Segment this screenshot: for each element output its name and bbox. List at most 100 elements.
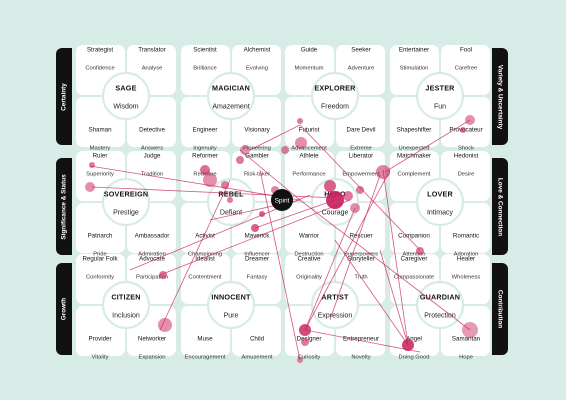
sub-archetype-trait: Compassionate (393, 275, 435, 281)
sub-archetype-trait: Analyse (141, 66, 163, 72)
sub-archetype-role: Detective (139, 126, 165, 134)
sub-archetype-trait: Novelty (351, 355, 371, 361)
sub-archetype-trait: Complement (397, 172, 431, 178)
sub-archetype-role: Scientist (193, 46, 217, 54)
sub-archetype-trait: Redefine (193, 172, 217, 178)
category-tab-variety-uncertainty: Variety & Uncertainty (492, 48, 508, 145)
sub-archetype-trait: Empowerment (342, 172, 380, 178)
archetype-quality: Inclusion (112, 313, 140, 320)
sub-archetype-trait: Carefree (454, 66, 478, 72)
sub-archetype-role: Guide (300, 46, 318, 54)
sub-archetype-role: Reformer (192, 152, 218, 160)
sub-archetype-trait: Hope (459, 355, 473, 361)
sub-archetype-role: Seeker (351, 46, 371, 54)
sub-archetype-role: Romantic (452, 232, 480, 240)
sub-archetype-role: Gambler (245, 152, 269, 160)
sub-archetype-trait: Adventure (347, 66, 375, 72)
archetype-name: ARTIST (321, 292, 349, 302)
archetype-name: JESTER (425, 83, 455, 93)
sub-archetype-role: Regular Folk (82, 255, 118, 263)
sub-archetype-role: Storyteller (347, 255, 375, 263)
archetype-quality: Pure (223, 313, 239, 320)
sub-archetype-role: Matchmaker (396, 152, 432, 160)
sub-archetype-role: Dreamer (244, 255, 270, 263)
sub-archetype-role: Liberator (348, 152, 374, 160)
category-tab-certainty: Certainty (56, 48, 72, 145)
sub-archetype-role: Fool (459, 46, 473, 54)
sub-archetype-role: Muse (197, 335, 213, 343)
sub-archetype-trait: Curiosity (297, 355, 321, 361)
sub-archetype-role: Strategist (86, 46, 114, 54)
archetype-quality: Expression (317, 313, 353, 320)
sub-archetype-trait: Confidence (85, 66, 115, 72)
sub-archetype-trait: Mastery (89, 146, 111, 152)
sub-archetype-role: Athlete (299, 152, 319, 160)
sub-archetype-role: Provocateur (449, 126, 483, 134)
archetype-quality: Freedom (320, 104, 350, 111)
sub-archetype-role: Shapeshifter (396, 126, 432, 134)
sub-archetype-role: Ruler (92, 152, 108, 160)
archetype-circle-magician (206, 71, 256, 121)
sub-archetype-role: Shaman (88, 126, 112, 134)
sub-archetype-role: Engineer (192, 126, 218, 134)
sub-archetype-role: Healer (456, 255, 476, 263)
sub-archetype-role: Advocate (139, 255, 165, 263)
sub-archetype-role: Futurist (298, 126, 320, 134)
sub-archetype-trait: Superiority (86, 172, 114, 178)
archetype-name: REBEL (218, 189, 244, 199)
archetype-quality: Defiant (219, 210, 243, 217)
archetype-circle-jester (415, 71, 465, 121)
archetype-name: HERO (324, 189, 346, 199)
sub-archetype-trait: Participation (136, 275, 168, 281)
sub-archetype-trait: Vitality (91, 355, 109, 361)
archetype-quality: Intimacy (426, 210, 454, 217)
sub-archetype-trait: Originality (296, 275, 322, 281)
sub-archetype-role: Entrepreneur (342, 335, 380, 343)
category-tab-love-connection: Love & Connection (492, 158, 508, 255)
sub-archetype-role: Creative (297, 255, 321, 263)
sub-archetype-trait: Fantasy (246, 275, 268, 281)
sub-archetype-role: Caregiver (400, 255, 428, 263)
sub-archetype-trait: Performance (292, 172, 326, 178)
sub-archetype-role: Ambassador (134, 232, 170, 240)
sub-archetype-trait: Brilliance (193, 66, 217, 72)
sub-archetype-role: Samaritan (451, 335, 481, 343)
sub-archetype-role: Dare Devil (346, 126, 376, 134)
sub-archetype-trait: Encouragement (184, 355, 226, 361)
sub-archetype-trait: Risk-taker (243, 172, 271, 178)
archetype-quality: Wisdom (113, 104, 139, 111)
sub-archetype-trait: Stimulation (399, 66, 429, 72)
archetype-name: LOVER (427, 189, 453, 199)
sub-archetype-role: Alchemist (243, 46, 271, 54)
archetype-quality: Amazement (212, 104, 250, 111)
sub-archetype-role: Child (249, 335, 265, 343)
archetype-name: CITIZEN (111, 292, 141, 302)
sub-archetype-trait: Expansion (138, 355, 166, 361)
archetype-quality: Courage (321, 210, 349, 217)
archetype-name: SAGE (115, 83, 137, 93)
archetype-name: GUARDIAN (419, 292, 461, 302)
sub-archetype-role: Judge (143, 152, 161, 160)
sub-archetype-trait: Evolving (246, 66, 268, 72)
archetype-quality: Fun (433, 104, 447, 111)
archetype-circle-sage (101, 71, 151, 121)
sub-archetype-role: Designer (296, 335, 322, 343)
sub-archetype-role: Hedonist (453, 152, 479, 160)
watermark: archetypes (500, 300, 505, 316)
sub-archetype-role: Companion (398, 232, 430, 240)
sub-archetype-role: Entertainer (398, 46, 430, 54)
sub-archetype-trait: Contentment (188, 275, 222, 281)
category-tab-growth: Growth (56, 263, 72, 355)
sub-archetype-trait: Conformity (85, 275, 115, 281)
archetype-name: SOVEREIGN (103, 189, 149, 199)
sub-archetype-role: Patriarch (87, 232, 113, 240)
sub-archetype-role: Rescuer (349, 232, 373, 240)
sub-archetype-role: Angel (406, 335, 422, 343)
sub-archetype-trait: Tradition (140, 172, 164, 178)
sub-archetype-trait: Momentum (294, 66, 324, 72)
archetype-name: MAGICIAN (212, 83, 250, 93)
category-tab-contribution: Contribution (492, 263, 508, 355)
category-tab-significance-status: Significance & Status (56, 158, 72, 255)
sub-archetype-trait: Pride (93, 252, 107, 258)
